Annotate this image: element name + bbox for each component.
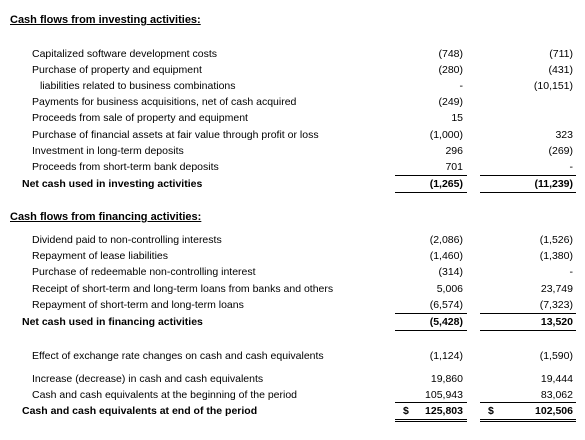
amount: 19,860 bbox=[430, 373, 463, 385]
rule bbox=[480, 330, 576, 331]
section-title: Cash flows from investing activities: bbox=[10, 14, 201, 26]
amount: 83,062 bbox=[540, 389, 573, 401]
row-label: Repayment of lease liabilities bbox=[32, 250, 168, 262]
amount: (314) bbox=[438, 266, 463, 278]
rule bbox=[480, 421, 576, 422]
amount: 5,006 bbox=[436, 283, 463, 295]
amount: (1,124) bbox=[429, 350, 463, 362]
amount: 125,803 bbox=[425, 405, 463, 417]
amount: (1,460) bbox=[429, 250, 463, 262]
amount: (431) bbox=[548, 64, 573, 76]
amount: 105,943 bbox=[425, 389, 463, 401]
total-label: Cash and cash equivalents at end of the … bbox=[22, 405, 258, 417]
amount: - bbox=[569, 266, 574, 278]
row-label: Purchase of financial assets at fair val… bbox=[32, 129, 319, 141]
amount: (269) bbox=[548, 145, 573, 157]
rule bbox=[395, 313, 467, 314]
amount: (249) bbox=[438, 96, 463, 108]
row-label: Increase (decrease) in cash and cash equ… bbox=[32, 373, 264, 385]
amount: (1,590) bbox=[539, 350, 573, 362]
row-label: Purchase of redeemable non-controlling i… bbox=[32, 266, 256, 278]
amount: (1,000) bbox=[429, 129, 463, 141]
rule bbox=[395, 192, 467, 193]
amount: (2,086) bbox=[429, 234, 463, 246]
amount: (11,239) bbox=[534, 178, 573, 190]
rule bbox=[395, 175, 467, 176]
amount: (711) bbox=[549, 48, 573, 60]
row-label: Proceeds from short-term bank deposits bbox=[32, 161, 219, 173]
amount: 15 bbox=[451, 112, 463, 124]
amount: (7,323) bbox=[539, 299, 573, 311]
row-label: Cash and cash equivalents at the beginni… bbox=[32, 389, 298, 401]
rule bbox=[480, 419, 576, 420]
rule bbox=[395, 421, 467, 422]
amount: - bbox=[459, 80, 464, 92]
amount: 701 bbox=[445, 161, 463, 173]
rule bbox=[480, 313, 576, 314]
amount: (1,380) bbox=[539, 250, 573, 262]
amount: (6,574) bbox=[429, 299, 463, 311]
row-label: Effect of exchange rate changes on cash … bbox=[32, 350, 324, 362]
total-label: Net cash used in financing activities bbox=[22, 316, 203, 328]
currency: $ bbox=[403, 405, 409, 417]
amount: (1,265) bbox=[429, 178, 463, 190]
amount: (748) bbox=[438, 48, 463, 60]
amount: 323 bbox=[555, 129, 573, 141]
rule bbox=[480, 192, 576, 193]
row-label: Dividend paid to non-controlling interes… bbox=[32, 234, 222, 246]
rule bbox=[480, 402, 576, 403]
rule bbox=[395, 330, 467, 331]
amount: 102,506 bbox=[535, 405, 573, 417]
row-label: Purchase of property and equipment bbox=[32, 64, 202, 76]
row-label: Receipt of short-term and long-term loan… bbox=[32, 283, 334, 295]
amount: (1,526) bbox=[539, 234, 573, 246]
amount: - bbox=[569, 161, 574, 173]
row-label: Repayment of short-term and long-term lo… bbox=[32, 299, 244, 311]
amount: 296 bbox=[445, 145, 463, 157]
rule bbox=[395, 402, 467, 403]
currency: $ bbox=[488, 405, 494, 417]
amount: (10,151) bbox=[533, 80, 573, 92]
section-title: Cash flows from financing activities: bbox=[10, 211, 202, 223]
amount: 23,749 bbox=[540, 283, 573, 295]
row-label: liabilities related to business combinat… bbox=[40, 80, 236, 92]
amount: (5,428) bbox=[429, 316, 463, 328]
row-label: Proceeds from sale of property and equip… bbox=[32, 112, 248, 124]
amount: 19,444 bbox=[540, 373, 573, 385]
row-label: Capitalized software development costs bbox=[32, 48, 218, 60]
row-label: Investment in long-term deposits bbox=[32, 145, 184, 157]
total-label: Net cash used in investing activities bbox=[22, 178, 203, 190]
rule bbox=[480, 175, 576, 176]
row-label: Payments for business acquisitions, net … bbox=[32, 96, 297, 108]
rule bbox=[395, 419, 467, 420]
amount: 13,520 bbox=[540, 316, 573, 328]
amount: (280) bbox=[438, 64, 463, 76]
